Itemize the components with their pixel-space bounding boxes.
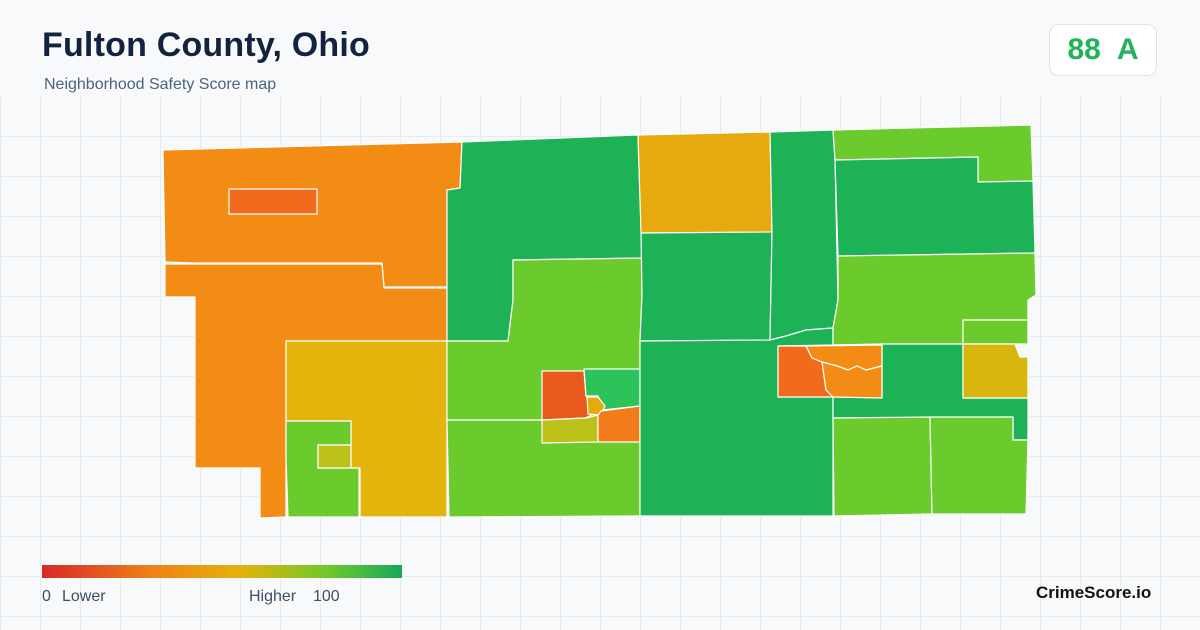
region-town-olive[interactable] <box>541 414 599 444</box>
brand-logo-text[interactable]: CrimeScore.io <box>1036 583 1152 602</box>
region-north-mid-green[interactable] <box>639 231 773 342</box>
legend-gradient-bar <box>42 565 402 578</box>
region-west-orange[interactable] <box>164 263 448 519</box>
safety-score-value: 88 <box>1067 33 1101 66</box>
region-southwest-lightgreen[interactable] <box>285 420 360 518</box>
region-east-lightgreen-small[interactable] <box>962 319 1029 345</box>
header-band <box>0 0 1200 97</box>
legend-low-label: Lower <box>62 588 106 605</box>
region-east-town-orange-2[interactable] <box>821 361 883 399</box>
score-badge: 88 A <box>1049 24 1157 76</box>
region-southwest-olive[interactable] <box>317 444 352 469</box>
legend-low-value: 0 <box>42 588 51 605</box>
legend-high-label: Higher <box>249 588 297 605</box>
safety-grade: A <box>1116 33 1139 66</box>
region-northwest-town[interactable] <box>228 188 318 215</box>
page-title: Fulton County, Ohio <box>42 26 370 64</box>
region-north-amber[interactable] <box>637 131 773 234</box>
region-east-yellow[interactable] <box>962 343 1029 399</box>
legend-high-value: 100 <box>313 588 340 605</box>
page-subtitle: Neighborhood Safety Score map <box>44 76 277 93</box>
region-south-lightgreen-2[interactable] <box>832 416 933 517</box>
region-town-orange[interactable] <box>597 405 641 443</box>
region-south-lightgreen-3[interactable] <box>929 416 1029 515</box>
region-central-strip-green[interactable] <box>769 129 839 341</box>
